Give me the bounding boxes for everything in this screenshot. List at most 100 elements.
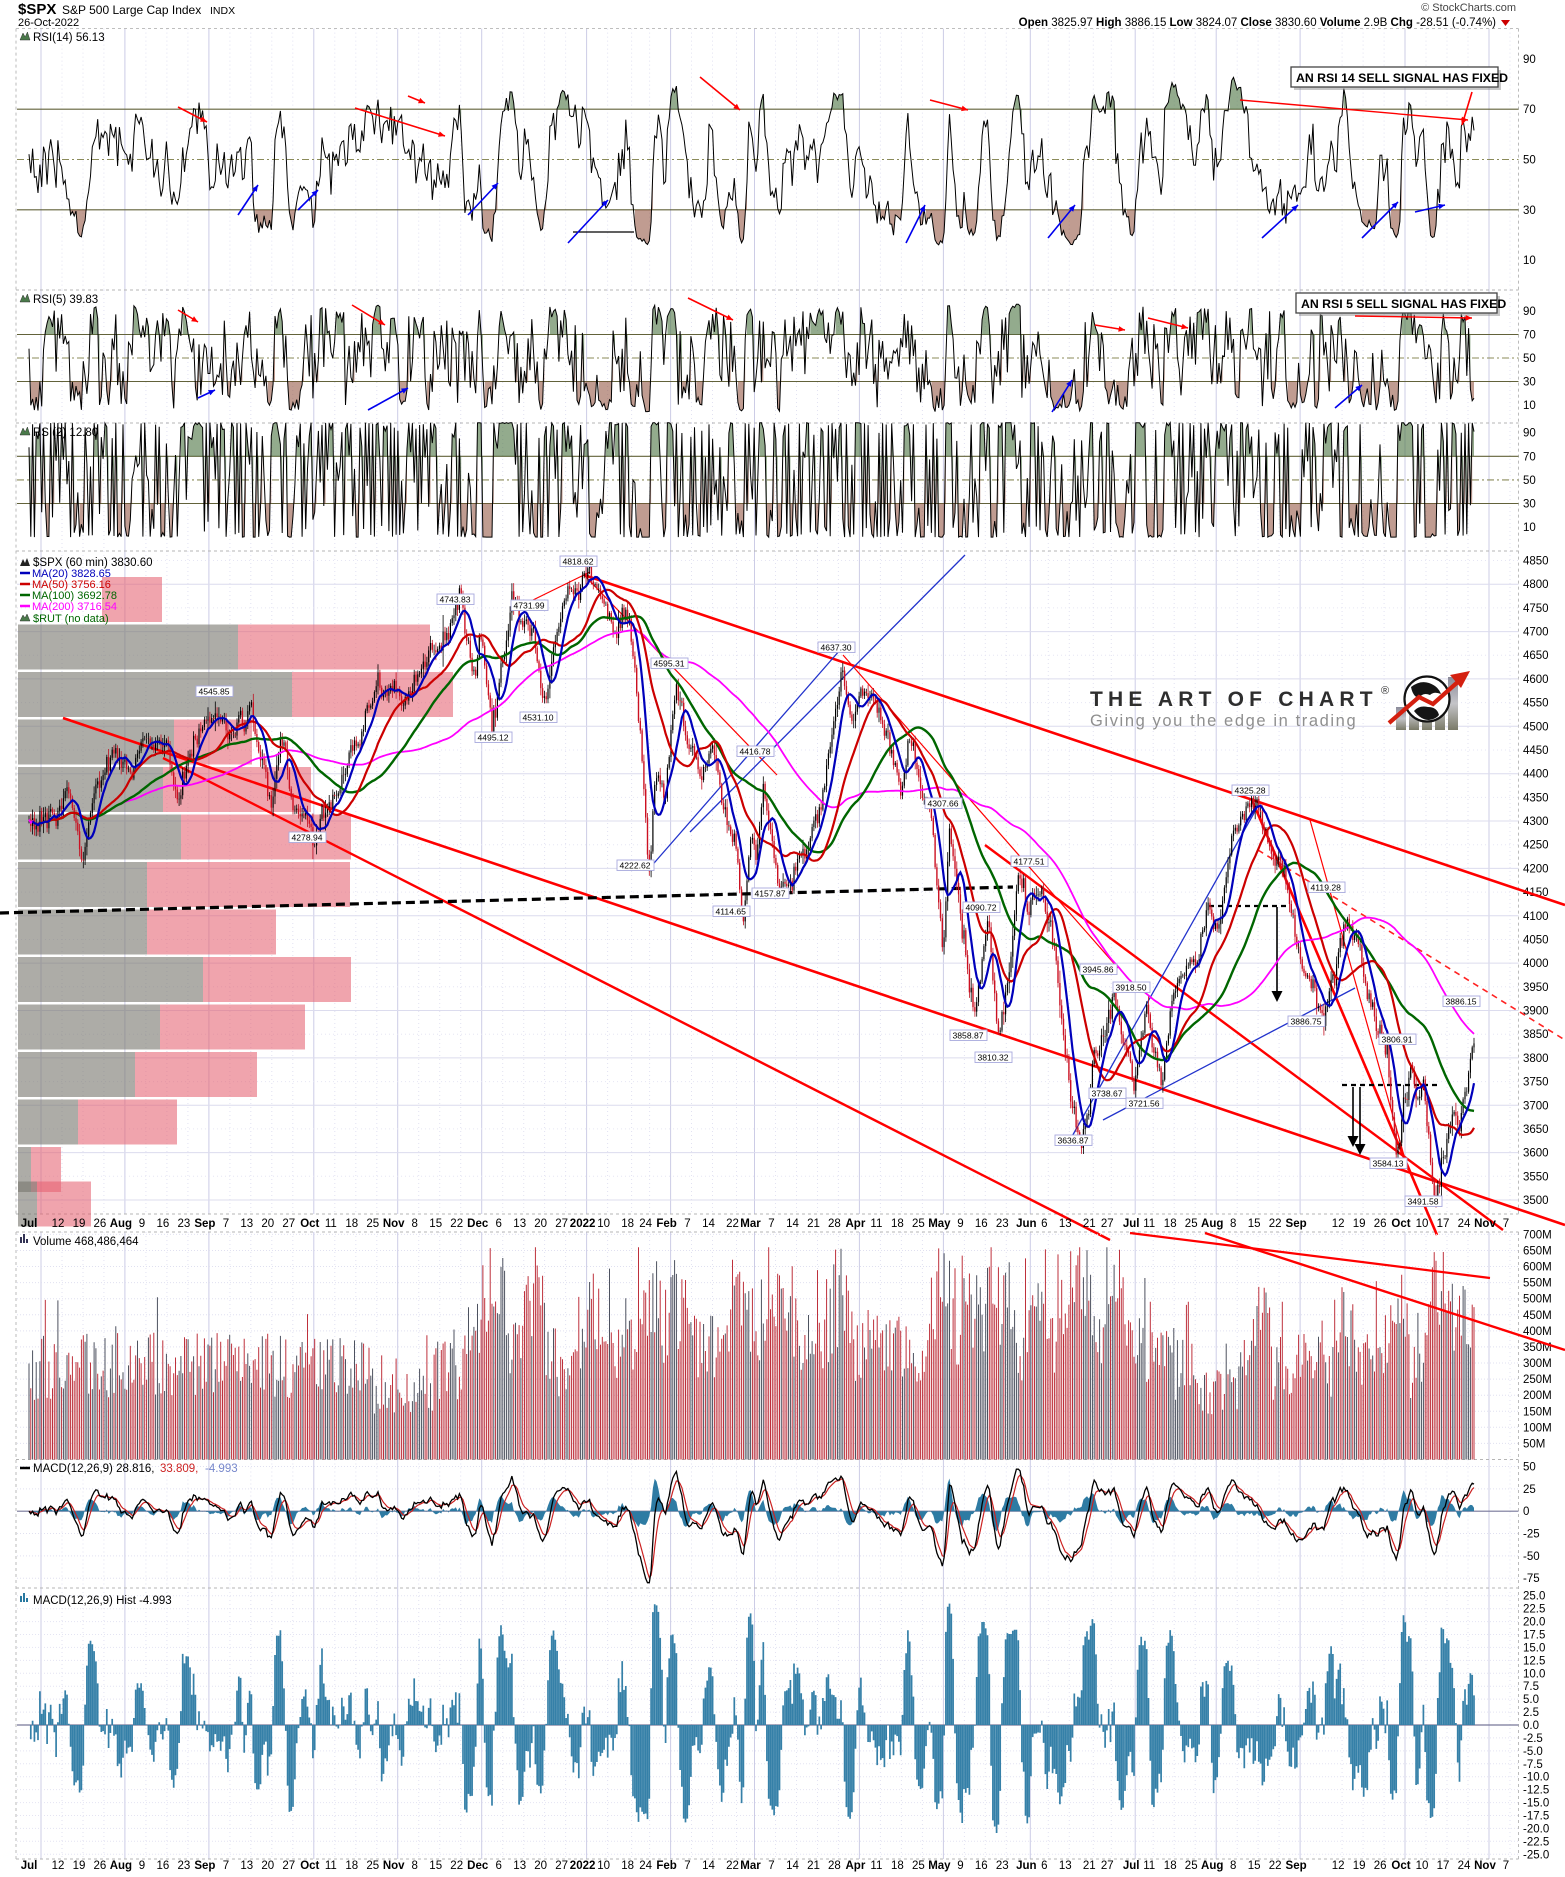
svg-text:10: 10 [1416, 1218, 1429, 1230]
svg-text:50: 50 [1523, 155, 1536, 167]
svg-text:15: 15 [1248, 1860, 1261, 1872]
svg-text:17.5: 17.5 [1523, 1630, 1545, 1642]
svg-text:INDX: INDX [210, 5, 235, 17]
svg-text:27: 27 [1101, 1218, 1114, 1230]
svg-text:24: 24 [1458, 1860, 1471, 1872]
svg-text:18: 18 [621, 1860, 634, 1872]
svg-text:-17.5: -17.5 [1523, 1811, 1549, 1823]
svg-text:90: 90 [1523, 54, 1536, 66]
svg-text:MA(50) 3756.16: MA(50) 3756.16 [32, 579, 111, 591]
svg-text:2022: 2022 [570, 1860, 596, 1872]
svg-text:4495.12: 4495.12 [478, 732, 509, 742]
svg-text:4400: 4400 [1523, 769, 1549, 781]
svg-text:-12.5: -12.5 [1523, 1785, 1549, 1797]
svg-text:3650: 3650 [1523, 1124, 1549, 1136]
svg-text:4731.99: 4731.99 [514, 600, 545, 610]
svg-text:4000: 4000 [1523, 958, 1549, 970]
svg-text:3900: 3900 [1523, 1006, 1549, 1018]
svg-text:12: 12 [52, 1860, 65, 1872]
svg-text:16: 16 [157, 1218, 170, 1230]
svg-text:7: 7 [768, 1860, 774, 1872]
svg-text:Nov: Nov [383, 1218, 405, 1230]
svg-text:3721.56: 3721.56 [1129, 1098, 1160, 1108]
svg-text:24: 24 [639, 1218, 652, 1230]
svg-text:100M: 100M [1523, 1422, 1552, 1434]
svg-text:9: 9 [957, 1218, 963, 1230]
svg-text:3806.91: 3806.91 [1382, 1034, 1413, 1044]
svg-text:600M: 600M [1523, 1262, 1552, 1274]
svg-text:®: ® [1381, 685, 1389, 697]
svg-text:4090.72: 4090.72 [966, 902, 997, 912]
svg-text:Oct: Oct [1391, 1218, 1410, 1230]
svg-text:Jul: Jul [1123, 1860, 1140, 1872]
svg-text:14: 14 [702, 1218, 715, 1230]
svg-text:22: 22 [450, 1218, 463, 1230]
svg-text:4600: 4600 [1523, 674, 1549, 686]
svg-text:6: 6 [495, 1860, 501, 1872]
svg-text:700M: 700M [1523, 1229, 1552, 1241]
svg-text:22.5: 22.5 [1523, 1604, 1545, 1616]
svg-text:4531.10: 4531.10 [523, 712, 554, 722]
svg-text:15.0: 15.0 [1523, 1642, 1545, 1654]
svg-text:10: 10 [1523, 400, 1536, 412]
svg-text:7: 7 [1503, 1860, 1509, 1872]
svg-text:70: 70 [1523, 104, 1536, 116]
svg-text:7: 7 [1503, 1218, 1509, 1230]
svg-text:26-Oct-2022: 26-Oct-2022 [18, 17, 79, 29]
svg-text:$SPX (60 min) 3830.60: $SPX (60 min) 3830.60 [33, 557, 153, 569]
svg-text:13: 13 [513, 1860, 526, 1872]
svg-text:-7.5: -7.5 [1523, 1759, 1543, 1771]
svg-text:19: 19 [1353, 1218, 1366, 1230]
svg-text:27: 27 [282, 1218, 295, 1230]
svg-text:May: May [928, 1860, 951, 1872]
svg-text:13: 13 [240, 1218, 253, 1230]
svg-text:33.809,: 33.809, [160, 1463, 198, 1475]
svg-text:350M: 350M [1523, 1342, 1552, 1354]
svg-text:25: 25 [912, 1218, 925, 1230]
svg-text:Aug: Aug [110, 1860, 132, 1872]
svg-text:400M: 400M [1523, 1326, 1552, 1338]
svg-text:10: 10 [1523, 522, 1536, 534]
svg-text:Mar: Mar [740, 1860, 761, 1872]
svg-text:11: 11 [325, 1218, 337, 1230]
svg-text:13: 13 [240, 1860, 253, 1872]
svg-text:50: 50 [1523, 353, 1536, 365]
svg-text:AN RSI 5 SELL SIGNAL HAS FIXED: AN RSI 5 SELL SIGNAL HAS FIXED [1301, 297, 1506, 311]
svg-text:13: 13 [1059, 1218, 1072, 1230]
svg-text:19: 19 [73, 1860, 86, 1872]
svg-text:Feb: Feb [656, 1860, 676, 1872]
svg-text:7: 7 [223, 1860, 229, 1872]
svg-text:4818.62: 4818.62 [563, 556, 594, 566]
svg-text:23: 23 [178, 1218, 191, 1230]
svg-text:18: 18 [1164, 1218, 1177, 1230]
svg-text:30: 30 [1523, 499, 1536, 511]
svg-text:21: 21 [807, 1218, 820, 1230]
svg-text:Aug: Aug [110, 1218, 132, 1230]
svg-text:4119.28: 4119.28 [1311, 882, 1342, 892]
svg-text:18: 18 [621, 1218, 634, 1230]
svg-text:Giving you the edge in trading: Giving you the edge in trading [1090, 712, 1357, 730]
svg-text:7: 7 [684, 1218, 690, 1230]
svg-text:30: 30 [1523, 377, 1536, 389]
svg-text:15: 15 [429, 1218, 442, 1230]
svg-text:9: 9 [139, 1218, 145, 1230]
svg-text:4300: 4300 [1523, 816, 1549, 828]
svg-text:200M: 200M [1523, 1390, 1552, 1402]
svg-text:300M: 300M [1523, 1358, 1552, 1370]
svg-text:Volume 468,486,464: Volume 468,486,464 [33, 1236, 139, 1248]
svg-text:4650: 4650 [1523, 650, 1549, 662]
svg-text:4595.31: 4595.31 [654, 658, 685, 668]
svg-text:15: 15 [429, 1860, 442, 1872]
svg-text:3858.87: 3858.87 [953, 1030, 984, 1040]
svg-text:25: 25 [366, 1218, 379, 1230]
svg-text:10: 10 [1523, 255, 1536, 267]
svg-text:4114.65: 4114.65 [716, 906, 747, 916]
svg-text:650M: 650M [1523, 1246, 1552, 1258]
svg-text:-75: -75 [1523, 1573, 1540, 1585]
svg-text:14: 14 [786, 1860, 799, 1872]
svg-text:3945.86: 3945.86 [1083, 964, 1114, 974]
svg-text:25: 25 [912, 1860, 925, 1872]
svg-text:3800: 3800 [1523, 1053, 1549, 1065]
svg-text:9: 9 [139, 1860, 145, 1872]
svg-text:11: 11 [870, 1860, 882, 1872]
